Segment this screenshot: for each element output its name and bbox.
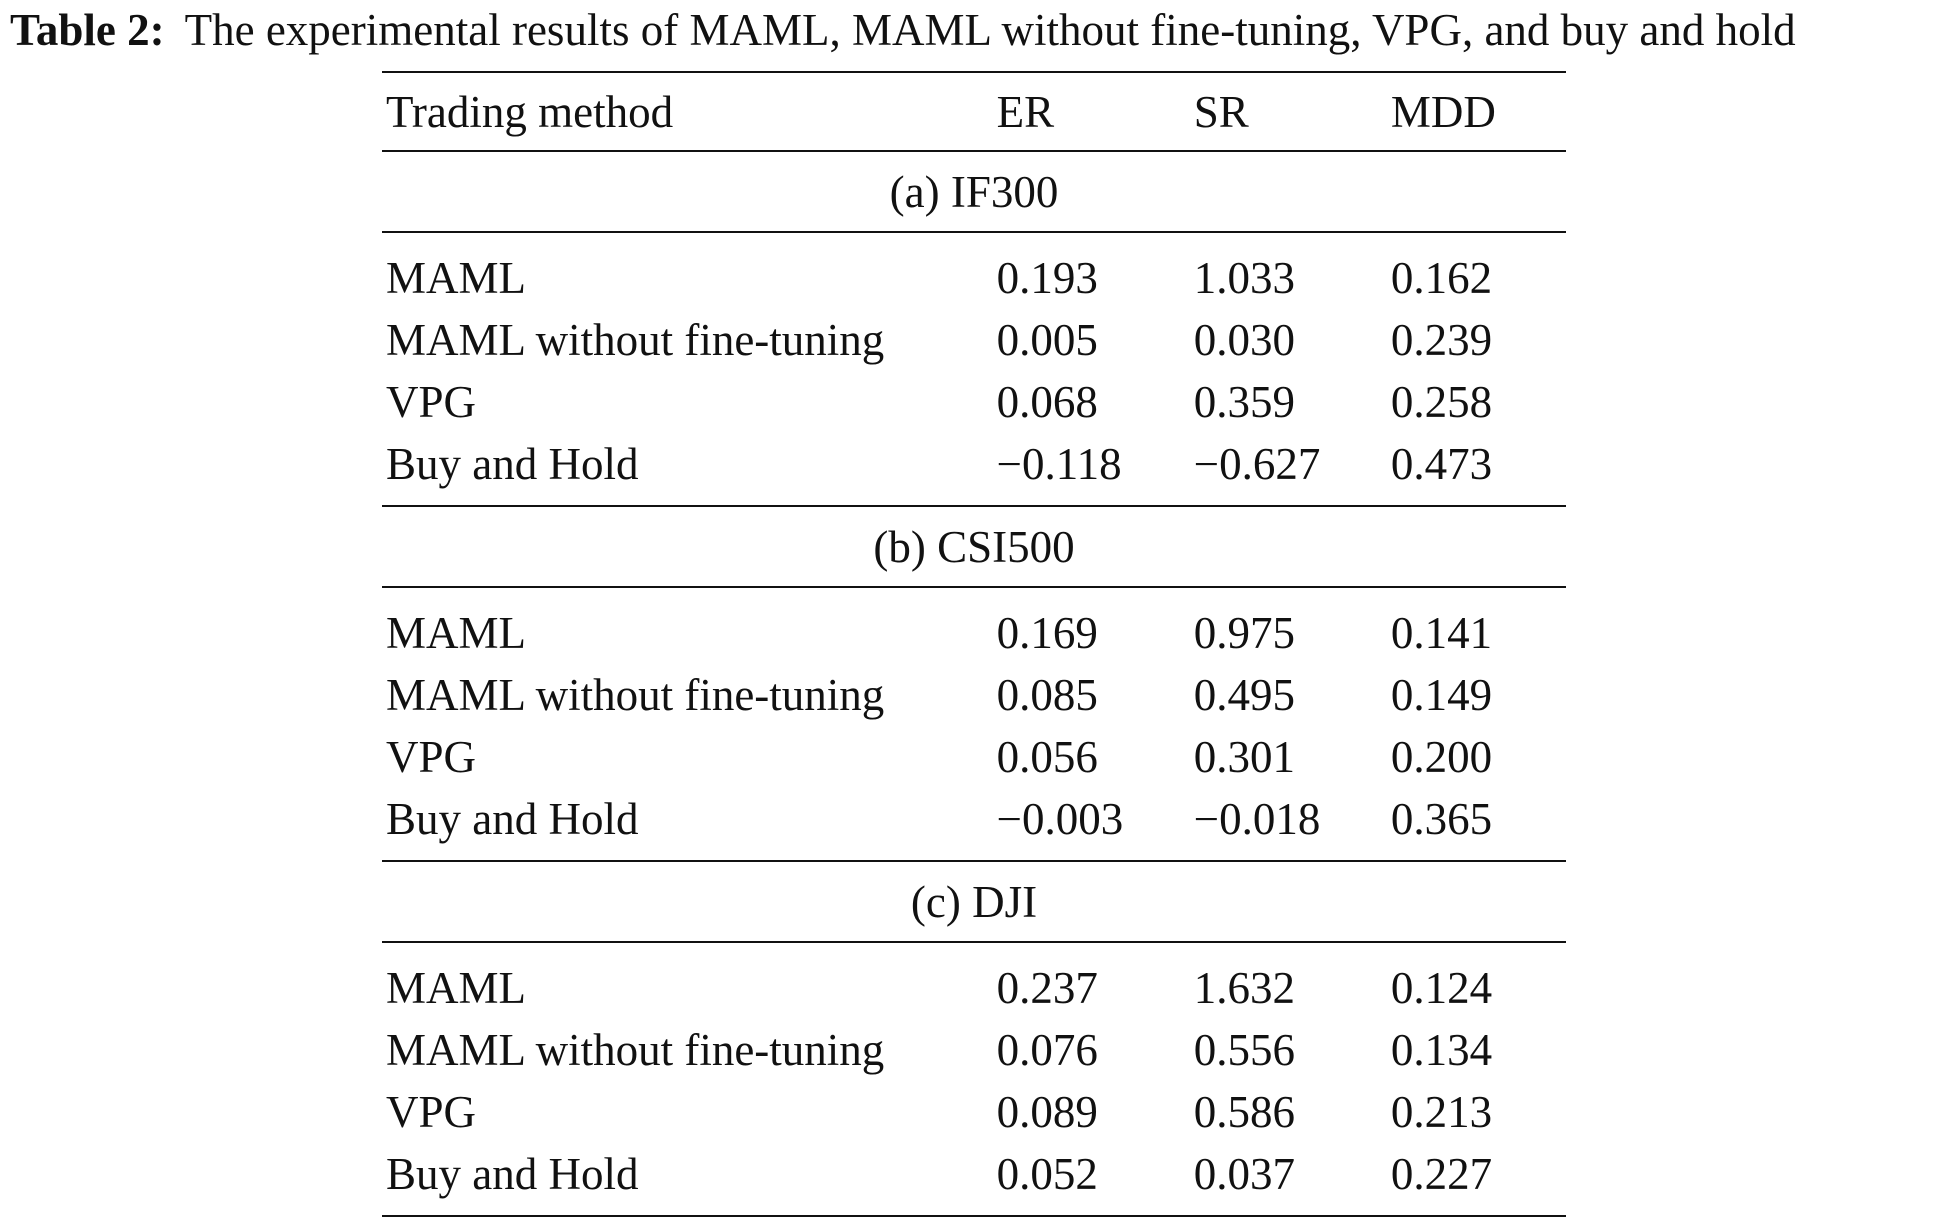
cell-mdd: 0.149 <box>1390 670 1493 720</box>
table-row: MAML 0.169 0.975 0.141 <box>382 587 1566 664</box>
cell-er: 0.076 <box>996 1025 1098 1075</box>
cell-mdd: 0.134 <box>1390 1025 1493 1075</box>
column-header-mdd: MDD <box>1390 71 1566 152</box>
cell-er: 0.089 <box>996 1087 1098 1137</box>
cell-method: VPG <box>386 1087 477 1137</box>
table-row: Buy and Hold −0.003 −0.018 0.365 <box>382 788 1566 862</box>
cell-method: VPG <box>386 377 477 427</box>
column-header-sr: SR <box>1193 71 1391 152</box>
table-row: VPG 0.068 0.359 0.258 <box>382 371 1566 433</box>
cell-er: 0.056 <box>996 732 1098 782</box>
table-row: VPG 0.056 0.301 0.200 <box>382 726 1566 788</box>
section-row: (a) IF300 <box>382 151 1566 233</box>
cell-er: 0.068 <box>996 377 1098 427</box>
cell-sr: 1.033 <box>1193 253 1295 303</box>
section-title: (b) CSI500 <box>382 506 1566 588</box>
cell-sr: 0.037 <box>1193 1143 1391 1217</box>
cell-er: 0.052 <box>996 1143 1194 1217</box>
table-row: MAML 0.193 1.033 0.162 <box>382 232 1566 309</box>
cell-method: MAML without fine-tuning <box>386 315 885 365</box>
cell-sr: 0.301 <box>1193 732 1295 782</box>
column-header-method: Trading method <box>382 71 997 152</box>
table-row: MAML without fine-tuning 0.085 0.495 0.149 <box>382 664 1566 726</box>
table-row: MAML 0.237 1.632 0.124 <box>382 942 1566 1019</box>
cell-mdd: 0.239 <box>1390 315 1493 365</box>
cell-er: 0.005 <box>996 315 1098 365</box>
cell-mdd: 0.200 <box>1390 732 1493 782</box>
table-body: (a) IF300 MAML 0.193 1.033 0.162 MAML without… <box>382 151 1566 1217</box>
cell-method: MAML <box>386 608 527 658</box>
cell-method: VPG <box>386 732 477 782</box>
cell-method: MAML without fine-tuning <box>386 1025 885 1075</box>
cell-method: MAML without fine-tuning <box>386 670 885 720</box>
table-row: Buy and Hold −0.118 −0.627 0.473 <box>382 433 1566 507</box>
results-table: Trading method ER SR MDD (a) IF300 MAML 0.… <box>382 71 1566 1217</box>
section-row: (b) CSI500 <box>382 506 1566 588</box>
section-title: (c) DJI <box>382 861 1566 943</box>
cell-mdd: 0.162 <box>1390 253 1493 303</box>
cell-method: MAML <box>386 963 527 1013</box>
cell-er: 0.237 <box>996 963 1098 1013</box>
cell-sr: 1.632 <box>1193 963 1295 1013</box>
cell-er: 0.169 <box>996 608 1098 658</box>
cell-mdd: 0.124 <box>1390 963 1493 1013</box>
cell-er: 0.193 <box>996 253 1098 303</box>
cell-er: −0.003 <box>996 788 1194 862</box>
cell-sr: 0.975 <box>1193 608 1295 658</box>
caption-label: Table 2: <box>10 5 165 55</box>
section-title: (a) IF300 <box>382 151 1566 233</box>
cell-method: MAML <box>386 253 527 303</box>
table-row: VPG 0.089 0.586 0.213 <box>382 1081 1566 1143</box>
table-row: MAML without fine-tuning 0.005 0.030 0.239 <box>382 309 1566 371</box>
cell-mdd: 0.365 <box>1390 788 1566 862</box>
cell-sr: 0.030 <box>1193 315 1295 365</box>
cell-mdd: 0.227 <box>1390 1143 1566 1217</box>
cell-sr: 0.556 <box>1193 1025 1295 1075</box>
table-row: Buy and Hold 0.052 0.037 0.227 <box>382 1143 1566 1217</box>
caption-text: The experimental results of MAML, MAML w… <box>184 5 1796 55</box>
table-row: MAML without fine-tuning 0.076 0.556 0.134 <box>382 1019 1566 1081</box>
header-row: Trading method ER SR MDD <box>382 71 1566 152</box>
section-row: (c) DJI <box>382 861 1566 943</box>
cell-sr: 0.359 <box>1193 377 1295 427</box>
cell-sr: −0.018 <box>1193 788 1391 862</box>
cell-method: Buy and Hold <box>382 788 997 862</box>
cell-sr: 0.586 <box>1193 1087 1295 1137</box>
cell-er: −0.118 <box>996 433 1194 507</box>
cell-mdd: 0.473 <box>1390 433 1566 507</box>
cell-method: Buy and Hold <box>382 433 997 507</box>
cell-er: 0.085 <box>996 670 1098 720</box>
table-caption: Table 2: The experimental results of MAML… <box>10 3 1930 57</box>
cell-method: Buy and Hold <box>382 1143 997 1217</box>
cell-mdd: 0.258 <box>1390 377 1493 427</box>
cell-mdd: 0.141 <box>1390 608 1493 658</box>
cell-sr: 0.495 <box>1193 670 1295 720</box>
cell-sr: −0.627 <box>1193 433 1391 507</box>
column-header-er: ER <box>996 71 1194 152</box>
cell-mdd: 0.213 <box>1390 1087 1493 1137</box>
